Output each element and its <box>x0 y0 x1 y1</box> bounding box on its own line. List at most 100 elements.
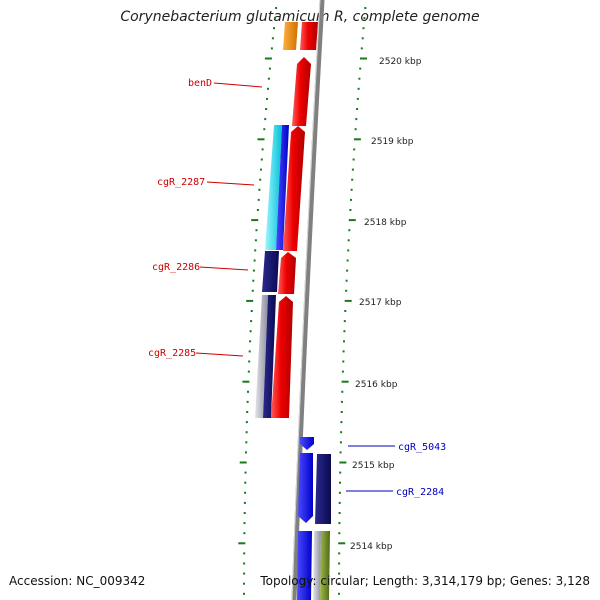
left-ring-minor-tick <box>249 330 252 333</box>
right-ring-minor-tick <box>338 562 341 565</box>
right-ring-minor-tick <box>357 87 360 90</box>
left-ring-minor-tick <box>246 411 249 413</box>
topology-label: Topology: circular; Length: 3,314,179 bp… <box>260 574 590 588</box>
right-ring-minor-tick <box>347 249 350 252</box>
right-ring-minor-tick <box>338 512 341 514</box>
left-ring-minor-tick <box>261 148 264 151</box>
left-ring-major-tick <box>251 219 259 222</box>
right-ring-major-tick <box>348 219 356 222</box>
scale-label-2517: 2517 kbp <box>359 298 402 308</box>
left-ring-minor-tick <box>255 229 258 232</box>
gene-label-cgr-2285[interactable]: cgR_2285 <box>148 348 196 359</box>
left-ring-minor-tick <box>243 582 245 585</box>
tick-marks-right <box>338 7 367 595</box>
right-ring-minor-tick <box>346 269 349 272</box>
right-ring-major-tick <box>353 138 361 141</box>
right-ring-minor-tick <box>356 108 359 110</box>
gene-feature-bend[interactable] <box>292 57 311 126</box>
left-ring-minor-tick <box>243 501 246 504</box>
left-ring-minor-tick <box>247 390 249 393</box>
left-ring-minor-tick <box>251 289 254 292</box>
leader-line-cgr-2287 <box>206 181 255 186</box>
forward-features <box>271 22 318 418</box>
right-ring-major-tick <box>360 57 367 60</box>
right-ring-minor-tick <box>359 67 362 70</box>
right-ring-minor-tick <box>341 370 344 373</box>
left-ring-minor-tick <box>270 47 273 50</box>
left-ring-minor-tick <box>247 370 250 373</box>
right-ring-minor-tick <box>338 532 341 535</box>
right-ring-minor-tick <box>351 168 354 171</box>
right-ring-minor-tick <box>350 198 352 201</box>
gene-feature-cyan[interactable] <box>265 125 282 250</box>
right-ring-major-tick <box>338 542 346 545</box>
left-ring-minor-tick <box>253 259 256 262</box>
gene-feature-cgr-5043[interactable] <box>300 437 314 450</box>
right-ring-minor-tick <box>338 501 341 504</box>
left-ring-minor-tick <box>248 360 251 363</box>
gene-label-cgr-2287[interactable]: cgR_2287 <box>157 177 205 188</box>
gene-feature-cgr-2286-forward[interactable] <box>278 252 296 294</box>
left-ring-minor-tick <box>244 491 247 494</box>
scale-labels: 2520 kbp 2519 kbp 2518 kbp 2517 kbp 2516… <box>350 57 422 552</box>
left-ring-minor-tick <box>273 27 275 30</box>
gene-label-bend[interactable]: benD <box>188 78 212 89</box>
scale-label-2514: 2514 kbp <box>350 542 393 552</box>
leader-line-cgr-2285 <box>195 352 244 357</box>
left-ring-minor-tick <box>254 249 257 252</box>
gene-feature-cgr-2287-forward[interactable] <box>283 126 305 251</box>
map-title: Corynebacterium glutamicum R, complete g… <box>120 9 480 25</box>
gene-feature-olive-bottom[interactable] <box>320 531 330 600</box>
gene-feature-orange-top[interactable] <box>283 22 298 50</box>
gene-feature-cgr-2284[interactable] <box>315 454 331 524</box>
scale-label-2519: 2519 kbp <box>371 137 414 147</box>
right-ring-minor-tick <box>358 77 361 80</box>
right-ring-minor-tick <box>342 350 345 353</box>
left-ring-minor-tick <box>243 562 246 565</box>
left-ring-minor-tick <box>267 77 270 80</box>
gene-feature-blue-lower[interactable] <box>298 453 313 523</box>
gene-feature-blue-bottom[interactable] <box>297 531 312 600</box>
right-ring-minor-tick <box>356 97 359 100</box>
left-ring-minor-tick <box>275 7 278 9</box>
right-ring-minor-tick <box>341 390 344 393</box>
left-ring-minor-tick <box>244 471 247 474</box>
left-ring-major-tick <box>246 299 254 302</box>
left-ring-minor-tick <box>259 178 262 181</box>
gene-feature-grey-bottom[interactable] <box>313 531 321 600</box>
left-ring-minor-tick <box>252 269 255 272</box>
right-ring-minor-tick <box>347 239 350 242</box>
left-ring-major-tick <box>238 542 246 545</box>
right-ring-minor-tick <box>348 229 351 232</box>
left-ring-minor-tick <box>245 441 248 444</box>
left-ring-minor-tick <box>257 198 260 201</box>
right-ring-minor-tick <box>363 17 366 20</box>
accession-label: Accession: NC_009342 <box>9 574 146 588</box>
left-ring-minor-tick <box>243 592 245 595</box>
gene-label-cgr-2286[interactable]: cgR_2286 <box>152 262 200 273</box>
left-ring-minor-tick <box>267 87 269 90</box>
leader-line-cgr-2286 <box>199 266 249 271</box>
right-ring-minor-tick <box>362 27 365 30</box>
gene-feature-navy-cgr-2286[interactable] <box>262 251 279 292</box>
right-ring-minor-tick <box>342 360 345 363</box>
right-ring-minor-tick <box>344 310 347 312</box>
left-ring-minor-tick <box>265 108 268 110</box>
right-ring-minor-tick <box>353 148 356 151</box>
left-ring-major-tick <box>264 57 272 60</box>
gene-feature-navy-cgr-2285[interactable] <box>263 295 276 418</box>
gene-feature-grey-cgr-2285[interactable] <box>255 295 268 418</box>
right-ring-minor-tick <box>340 411 343 413</box>
right-ring-minor-tick <box>361 37 364 40</box>
left-ring-minor-tick <box>245 431 248 434</box>
gene-label-cgr-2284[interactable]: cgR_2284 <box>396 487 444 498</box>
right-ring-minor-tick <box>345 289 348 292</box>
gene-feature-cgr-2285-forward[interactable] <box>271 296 293 418</box>
gene-label-cgr-5043[interactable]: cgR_5043 <box>398 442 446 453</box>
left-ring-minor-tick <box>245 451 247 454</box>
gene-feature-blue-cgr-2287[interactable] <box>276 125 289 250</box>
left-ring-minor-tick <box>243 532 246 535</box>
gene-feature-red-top[interactable] <box>300 22 318 50</box>
right-ring-minor-tick <box>338 522 341 525</box>
